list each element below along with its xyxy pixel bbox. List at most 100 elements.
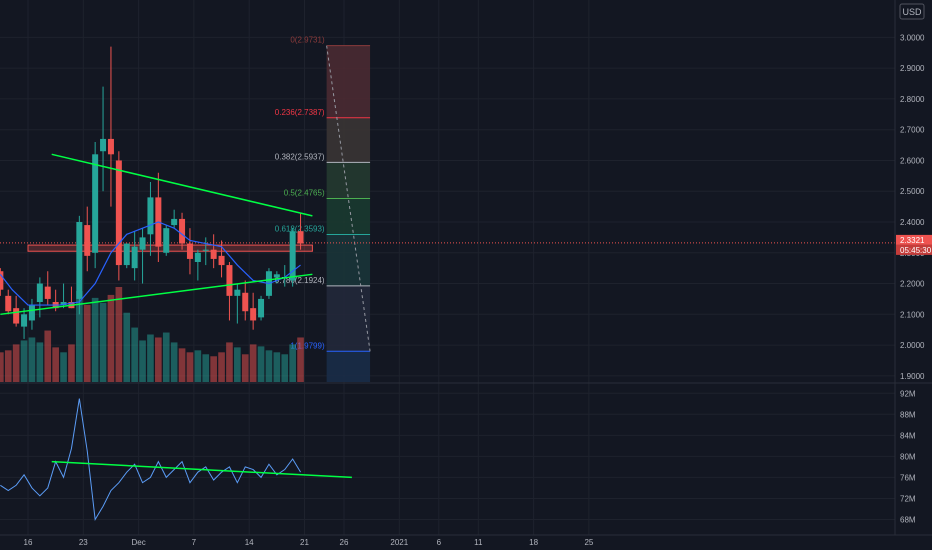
candle-body: [179, 218, 186, 244]
candle-body: [36, 283, 43, 302]
candle-body: [171, 218, 178, 226]
volume-bar: [210, 356, 217, 382]
candle-body: [5, 295, 12, 312]
volume-bar: [99, 302, 107, 382]
candle-body: [202, 249, 209, 251]
volume-bar: [226, 342, 233, 382]
candle-body: [273, 274, 280, 278]
time-tick-label: Dec: [131, 538, 145, 547]
volume-bar: [44, 330, 52, 382]
fib-zone: [326, 285, 371, 352]
countdown-badge: [896, 244, 932, 255]
candle-body: [92, 154, 99, 253]
candle-body: [250, 308, 257, 321]
volume-tick-label: 88M: [900, 410, 916, 419]
volume-bars: [0, 287, 304, 382]
volume-bar: [273, 352, 281, 382]
trendlines[interactable]: [0, 153, 313, 316]
time-tick-label: 2021: [390, 538, 408, 547]
price-tick-label: 2.1000: [900, 310, 925, 319]
fib-level-label: 0(2.9731): [290, 36, 325, 45]
countdown-label: 05:45:30: [900, 246, 932, 255]
candle-body: [13, 308, 20, 324]
candle-body: [242, 292, 249, 312]
volume-bar: [76, 290, 83, 382]
candle-body: [297, 231, 304, 244]
time-tick-label: 25: [584, 538, 593, 547]
volume-bar: [0, 352, 4, 382]
trendline-upper-resistance: [51, 153, 313, 217]
volume-bar: [147, 334, 154, 382]
volume-tick-label: 76M: [900, 473, 916, 482]
volume-bar: [249, 344, 257, 382]
volume-bar: [155, 337, 162, 382]
currency-badge[interactable]: [899, 3, 925, 20]
candle-body: [194, 252, 201, 262]
volume-bar: [68, 344, 75, 382]
time-tick-label: 11: [474, 538, 483, 547]
volume-bar: [131, 327, 138, 382]
fib-zone: [326, 351, 371, 382]
candle-body: [107, 138, 114, 155]
time-tick-label: 26: [340, 538, 349, 547]
volume-bar: [178, 348, 186, 382]
volume-bar: [91, 297, 99, 382]
time-tick-label: 14: [245, 538, 254, 547]
volume-tick-label: 68M: [900, 515, 916, 524]
fibonacci-retracement[interactable]: 0(2.9731) 0.236(2.7387) 0.382(2.5937) 0.5(2…: [275, 36, 371, 382]
fib-level-label: 0.5(2.4765): [284, 188, 325, 197]
volume-bar: [186, 352, 194, 382]
volume-bar: [162, 332, 170, 382]
time-tick-label: 21: [300, 538, 309, 547]
trendline-lower-support: [0, 273, 313, 316]
candle-body: [139, 237, 146, 250]
candle-body: [258, 298, 265, 318]
time-tick-label: 7: [192, 538, 197, 547]
fib-zone: [326, 198, 371, 235]
volume-bar: [4, 350, 12, 382]
candle-body: [163, 228, 170, 253]
candle-body: [76, 222, 83, 299]
price-tick-label: 1.9000: [900, 372, 925, 381]
volume-bar: [20, 340, 28, 382]
fib-zone: [326, 45, 371, 118]
volume-bar: [234, 347, 241, 382]
candle-body: [234, 289, 241, 296]
candle-body: [44, 286, 51, 299]
candle-body: [115, 160, 122, 266]
candle-body: [226, 265, 233, 296]
fib-zone: [326, 234, 371, 286]
last-price-badge: [896, 234, 932, 245]
volume-bar: [281, 354, 289, 382]
candlesticks: [0, 46, 304, 339]
volume-bar: [36, 342, 44, 382]
horizontal-zone[interactable]: [0, 242, 895, 252]
fib-level-label: 0.618(2.3593): [275, 225, 325, 234]
candle-body: [21, 314, 28, 327]
price-tick-label: 2.4000: [900, 218, 925, 227]
volume-bar: [202, 354, 210, 382]
volume-bar: [170, 342, 178, 382]
volume-tick-label: 72M: [900, 494, 916, 503]
time-tick-label: 16: [24, 538, 33, 547]
volume-bar: [83, 304, 91, 382]
currency-label: USD: [902, 7, 922, 17]
volume-bar: [28, 337, 36, 382]
price-tick-label: 2.8000: [900, 95, 925, 104]
candle-body: [289, 231, 296, 281]
price-tick-label: 2.2000: [900, 280, 925, 289]
volume-bar: [52, 347, 59, 382]
price-tick-label: 2.9000: [900, 64, 925, 73]
volume-bar: [289, 344, 296, 382]
fib-zone: [326, 162, 371, 199]
candle-body: [84, 225, 91, 256]
time-tick-label: 18: [529, 538, 538, 547]
price-tick-label: 2.6000: [900, 156, 925, 165]
volume-bar: [297, 337, 304, 382]
volume-bar: [257, 346, 265, 382]
volume-bar: [107, 294, 115, 382]
ma-line: [0, 221, 301, 306]
